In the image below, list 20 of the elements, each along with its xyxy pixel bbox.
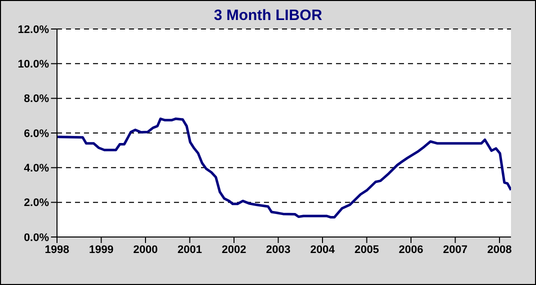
- x-tick-label: 2004: [310, 244, 336, 256]
- x-tick-label: 2001: [178, 244, 202, 256]
- x-tick-label: 2006: [398, 244, 424, 256]
- x-tick-label: 2005: [354, 244, 379, 256]
- x-tick-label: 2007: [443, 244, 468, 256]
- x-tick-label: 2002: [222, 244, 246, 256]
- x-tick-label: 1998: [44, 244, 70, 256]
- chart-title: 3 Month LIBOR: [212, 7, 324, 24]
- y-tick-label: 2.0%: [24, 197, 50, 210]
- y-tick-label: 6.0%: [24, 128, 50, 140]
- x-tick-label: 2000: [133, 244, 158, 256]
- x-tick-label: 2003: [266, 244, 290, 256]
- line-series: [57, 118, 511, 218]
- y-tick-label: 4.0%: [24, 162, 50, 175]
- y-tick-label: 8.0%: [24, 93, 50, 106]
- y-tick-label: 10.0%: [18, 58, 50, 71]
- y-tick-label: 12.0%: [18, 24, 50, 36]
- x-tick-label: 2008: [487, 244, 512, 256]
- y-tick-label: 0.0%: [24, 232, 50, 244]
- x-tick-label: 1999: [89, 244, 114, 256]
